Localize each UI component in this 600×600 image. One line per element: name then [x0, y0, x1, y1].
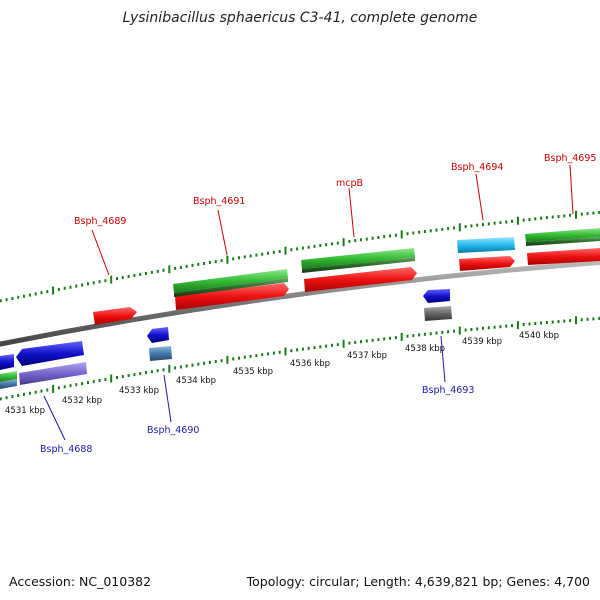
- gene-label-bsph-4690[interactable]: Bsph_4690: [147, 425, 199, 436]
- gene-arrow-bsph-4691-cds[interactable]: [175, 283, 289, 310]
- leader-bsph-4689: [91, 229, 110, 276]
- kbp-label: 4536 kbp: [290, 359, 330, 369]
- leader-bsph-4693: [440, 335, 446, 383]
- gene-arrow-bsph-4695-cds[interactable]: [527, 248, 600, 265]
- gene-label-bsph-4693[interactable]: Bsph_4693: [422, 385, 474, 396]
- kbp-label: 4534 kbp: [176, 376, 216, 386]
- kbp-label: 4537 kbp: [347, 351, 387, 361]
- gene-feature-bsph-4691-dark: [174, 278, 288, 297]
- inner-tick-track: [0, 316, 600, 401]
- kbp-label: 4532 kbp: [62, 396, 102, 406]
- kbp-label: 4538 kbp: [405, 344, 445, 354]
- gene-label-bsph-4688[interactable]: Bsph_4688: [40, 444, 92, 455]
- gene-feature-bsph-4694[interactable]: [457, 237, 515, 253]
- gene-feature-bsph-4688[interactable]: [19, 362, 87, 385]
- gene-feature-bsph-4695-dark: [526, 237, 600, 246]
- kbp-label: 4533 kbp: [119, 386, 159, 396]
- gene-label-bsph-4689[interactable]: Bsph_4689: [74, 216, 126, 227]
- map-title: Lysinibacillus sphaericus C3-41, complet…: [122, 10, 478, 26]
- genome-backbone: [0, 259, 600, 347]
- leader-bsph-4688: [43, 395, 66, 441]
- topology-text: Topology: circular; Length: 4,639,821 bp…: [246, 574, 590, 589]
- kbp-label: 4531 kbp: [5, 406, 45, 416]
- kbp-label: 4540 kbp: [519, 331, 559, 341]
- gene-feature-mcpb-dark: [302, 257, 415, 273]
- kbp-label: 4535 kbp: [233, 367, 273, 377]
- leader-bsph-4690: [163, 374, 172, 423]
- gene-feature-bsph-4690[interactable]: [149, 346, 172, 361]
- gene-feature-bsph-4691[interactable]: [173, 269, 288, 293]
- kbp-label: 4539 kbp: [462, 337, 502, 347]
- gene-feature-bsph-4695[interactable]: [525, 228, 600, 242]
- gene-arrow-bsph-4690[interactable]: [147, 327, 169, 343]
- outer-tick-track: [0, 210, 600, 303]
- gene-feature-mcpb[interactable]: [301, 248, 415, 269]
- accession-text: Accession: NC_010382: [9, 574, 152, 589]
- gene-arrow-mcpb-cds[interactable]: [304, 267, 417, 292]
- gene-arrow-bsph-4688[interactable]: [16, 341, 84, 366]
- leader-bsph-4691: [217, 209, 228, 256]
- gene-feature-bsph-4693[interactable]: [424, 306, 452, 321]
- gene-label-mcpb[interactable]: mcpB: [336, 178, 363, 189]
- gene-arrow-left-edge[interactable]: [0, 354, 14, 370]
- leader-mcpb: [348, 187, 355, 238]
- gene-label-bsph-4691[interactable]: Bsph_4691: [193, 196, 245, 207]
- gene-label-bsph-4694[interactable]: Bsph_4694: [451, 162, 503, 173]
- gene-arrow-bsph-4689[interactable]: [93, 307, 137, 325]
- leader-bsph-4694: [475, 173, 484, 221]
- leader-bsph-4695: [569, 164, 574, 215]
- gene-arrow-bsph-4693[interactable]: [423, 289, 450, 303]
- gene-feature-left-edge-steel: [0, 379, 17, 389]
- gene-arrow-bsph-4694-cds[interactable]: [459, 256, 515, 271]
- gene-feature-left-edge-green: [0, 371, 17, 382]
- gene-label-bsph-4695[interactable]: Bsph_4695: [544, 153, 596, 164]
